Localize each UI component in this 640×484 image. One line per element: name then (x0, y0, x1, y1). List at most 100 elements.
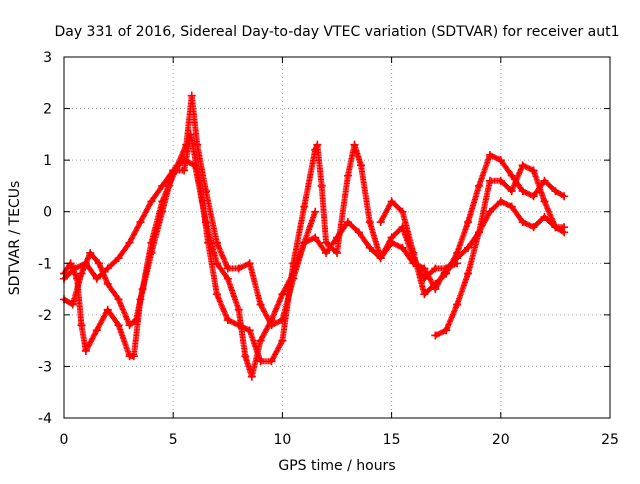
data-point (212, 238, 221, 247)
data-point (223, 264, 232, 273)
data-point (431, 264, 440, 273)
data-point (114, 254, 123, 263)
data-point (317, 181, 326, 190)
data-point (81, 259, 90, 268)
data-point (311, 233, 320, 242)
data-point (81, 346, 90, 355)
y-tick-label: -4 (38, 411, 52, 427)
data-point (125, 238, 134, 247)
data-point (551, 187, 560, 196)
data-point (311, 145, 320, 154)
series-track-4 (376, 150, 569, 299)
data-point (186, 130, 195, 139)
data-point (114, 321, 123, 330)
data-point (241, 352, 250, 361)
data-point (86, 248, 95, 257)
data-point (529, 223, 538, 232)
data-point (267, 316, 276, 325)
data-layer (60, 91, 569, 381)
data-point (158, 207, 167, 216)
data-point (376, 254, 385, 263)
data-point (464, 243, 473, 252)
data-point (73, 274, 82, 283)
data-point (223, 274, 232, 283)
data-point (496, 156, 505, 165)
data-point (136, 218, 145, 227)
data-point (420, 290, 429, 299)
data-point (136, 295, 145, 304)
grid-layer (64, 57, 610, 418)
data-point (507, 187, 516, 196)
y-tick-label: -2 (38, 308, 52, 324)
data-point (247, 372, 256, 381)
data-point (212, 290, 221, 299)
data-point (560, 192, 569, 201)
data-point (256, 300, 265, 309)
x-tick-label: 5 (169, 432, 178, 448)
series-markers (432, 162, 568, 339)
series-track-5 (431, 161, 569, 340)
data-point (68, 300, 77, 309)
data-point (387, 233, 396, 242)
data-point (442, 326, 451, 335)
y-tick-label: 2 (43, 102, 52, 118)
data-point (322, 248, 331, 257)
data-point (77, 321, 86, 330)
data-point (496, 176, 505, 185)
data-point (507, 171, 516, 180)
y-tick-label: -1 (38, 256, 52, 272)
x-tick-label: 0 (60, 432, 69, 448)
data-point (180, 156, 189, 165)
plot-frame (63, 56, 611, 419)
data-point (114, 295, 123, 304)
data-point (92, 326, 101, 335)
data-point (529, 166, 538, 175)
data-point (474, 181, 483, 190)
data-point (431, 279, 440, 288)
data-point (125, 321, 134, 330)
data-point (518, 161, 527, 170)
x-tick-label: 10 (273, 432, 291, 448)
data-point (453, 300, 462, 309)
data-point (158, 181, 167, 190)
data-point (464, 269, 473, 278)
series-track-2 (60, 130, 462, 366)
data-point (289, 269, 298, 278)
data-point (129, 352, 138, 361)
data-point (398, 243, 407, 252)
y-tick-label: 0 (43, 205, 52, 221)
y-tick-label: 1 (43, 153, 52, 169)
data-point (365, 218, 374, 227)
data-point (529, 192, 538, 201)
data-point (343, 171, 352, 180)
data-point (322, 238, 331, 247)
data-point (313, 140, 322, 149)
data-point (354, 228, 363, 237)
data-point (376, 218, 385, 227)
data-point (278, 336, 287, 345)
data-point (92, 274, 101, 283)
data-point (365, 243, 374, 252)
data-point (311, 207, 320, 216)
data-point (333, 233, 341, 242)
data-point (223, 316, 232, 325)
data-point (103, 305, 112, 314)
y-tick-label: -3 (38, 359, 52, 375)
data-point (540, 212, 549, 221)
data-point (350, 140, 359, 149)
data-point (245, 326, 254, 335)
data-point (453, 248, 462, 257)
data-point (540, 176, 549, 185)
data-point (343, 218, 352, 227)
data-point (551, 223, 560, 232)
y-tick-label: 3 (43, 50, 52, 66)
data-point (485, 176, 494, 185)
data-point (267, 357, 276, 366)
data-point (496, 197, 505, 206)
data-point (70, 264, 79, 273)
data-point (191, 161, 200, 170)
data-point (474, 228, 483, 237)
data-point (201, 218, 210, 227)
